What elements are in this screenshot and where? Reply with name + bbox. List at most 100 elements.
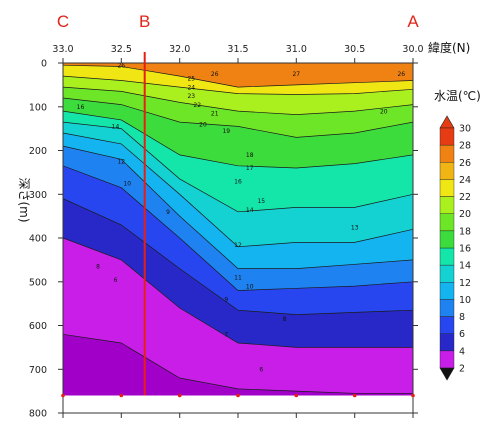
isotherm-label: 24	[187, 84, 195, 91]
section-marker-b: B	[139, 12, 150, 31]
colorbar-tick-label: 6	[459, 329, 465, 340]
station-dot	[61, 393, 65, 398]
isotherm-10	[63, 165, 413, 291]
colorbar-segment	[439, 144, 455, 163]
temperature-band-28	[63, 63, 413, 88]
depth-tick-label: 400	[29, 234, 47, 245]
station-dot	[294, 393, 299, 398]
isotherm-4	[63, 333, 413, 394]
latitude-tick-label: 30.5	[344, 44, 365, 55]
depth-tick-label: 700	[29, 365, 47, 376]
latitude-tick-label: 32.0	[169, 44, 190, 55]
station-dot	[119, 393, 124, 398]
isotherm-label: 7	[224, 331, 228, 338]
isotherm-label: 16	[234, 178, 242, 185]
isotherm-22	[63, 86, 413, 115]
isotherm-16	[63, 121, 413, 213]
isotherm-label: 9	[166, 209, 170, 216]
colorbar-tick-label: 20	[459, 209, 471, 220]
colorbar-segment	[439, 316, 455, 334]
depth-tick-label: 0	[41, 59, 47, 70]
isotherm-label: 18	[246, 152, 254, 159]
section-marker-c: C	[57, 12, 69, 31]
colorbar-bottom-triangle	[439, 367, 455, 381]
colorbar-top-triangle	[439, 115, 455, 129]
temperature-band-12	[63, 146, 413, 291]
colorbar-tick-label: 16	[459, 244, 471, 255]
colorbar-segment	[439, 196, 455, 214]
isotherm-label: 26	[117, 62, 125, 69]
x-axis-title: 緯度(N)	[428, 40, 470, 55]
isotherm-label: 25	[187, 76, 195, 83]
isotherm-14	[63, 132, 413, 248]
latitude-tick-label: 30.0	[402, 44, 423, 55]
station-dot	[177, 393, 182, 398]
isotherm-label: 26	[397, 71, 405, 78]
depth-tick-label: 600	[29, 321, 47, 332]
isotherm-label: 22	[193, 102, 201, 109]
colorbar-segment	[439, 350, 455, 369]
colorbar-tick-label: 26	[459, 158, 471, 169]
isotherm-label: 19	[222, 128, 230, 135]
depth-tick-label: 500	[29, 277, 47, 288]
colorbar-tick-label: 28	[459, 141, 471, 152]
isotherm-label: 13	[351, 224, 359, 231]
isotherm-label: 6	[114, 277, 118, 284]
colorbar-segment	[439, 127, 455, 146]
temperature-band-16	[63, 122, 413, 247]
colorbar-segment	[439, 299, 455, 317]
colorbar-tick-label: 18	[459, 226, 471, 237]
temperature-band-22	[63, 87, 413, 138]
station-markers	[61, 393, 415, 398]
temperature-band-10	[63, 165, 413, 315]
colorbar-segment	[439, 179, 455, 197]
isotherm-12	[63, 145, 413, 269]
latitude-tick-label: 33.0	[52, 44, 73, 55]
temperature-band-14	[63, 133, 413, 269]
colorbar: 30 28 26 24 22 20 18 16 14 12 10 8 6 4 2	[439, 115, 471, 381]
isotherm-label: 14	[112, 124, 120, 131]
isotherm-label: 12	[117, 159, 125, 166]
temperature-bands	[63, 63, 413, 396]
isotherm-label: 27	[292, 71, 300, 78]
isotherm-label: 11	[234, 275, 242, 282]
isotherm-8	[63, 198, 413, 315]
colorbar-title: 水温(℃)	[434, 89, 481, 103]
temperature-band-24	[63, 76, 413, 115]
isotherm-label: 12	[234, 242, 242, 249]
temperature-band-20	[63, 98, 413, 168]
temperature-band-4	[63, 334, 413, 396]
station-dot	[352, 393, 357, 398]
latitude-tick-label: 32.5	[111, 44, 132, 55]
frame-ticks	[58, 58, 418, 418]
isotherm-label: 16	[77, 104, 85, 111]
isotherm-24	[63, 75, 413, 95]
station-dot	[411, 393, 415, 398]
isotherm-label: 8	[283, 316, 287, 323]
isotherm-label: 9	[224, 296, 228, 303]
isotherm-label: 26	[211, 71, 219, 78]
isotherm-label: 17	[246, 165, 254, 172]
y-axis-title: 深さ(m)	[17, 177, 31, 222]
colorbar-tick-label: 2	[459, 364, 465, 375]
latitude-tick-label: 31.5	[227, 44, 248, 55]
colorbar-tick-label: 22	[459, 192, 471, 203]
isotherm-label: 6	[259, 366, 263, 373]
colorbar-tick-label: 30	[459, 124, 471, 135]
depth-tick-label: 300	[29, 190, 47, 201]
latitude-tick-labels: 33.0 32.5 32.0 31.5 31.0 30.5 30.0	[52, 44, 423, 55]
isotherm-6	[63, 237, 413, 348]
temperature-band-18	[63, 111, 413, 212]
isotherm-lines	[63, 64, 413, 394]
colorbar-segment	[439, 213, 455, 231]
colorbar-tick-label: 14	[459, 261, 471, 272]
isotherm-18	[63, 110, 413, 169]
isotherm-label: 20	[199, 121, 207, 128]
isotherm-label: 10	[246, 283, 254, 290]
depth-tick-label: 800	[29, 409, 47, 420]
section-marker-a: A	[407, 12, 419, 31]
colorbar-tick-label: 12	[459, 278, 471, 289]
